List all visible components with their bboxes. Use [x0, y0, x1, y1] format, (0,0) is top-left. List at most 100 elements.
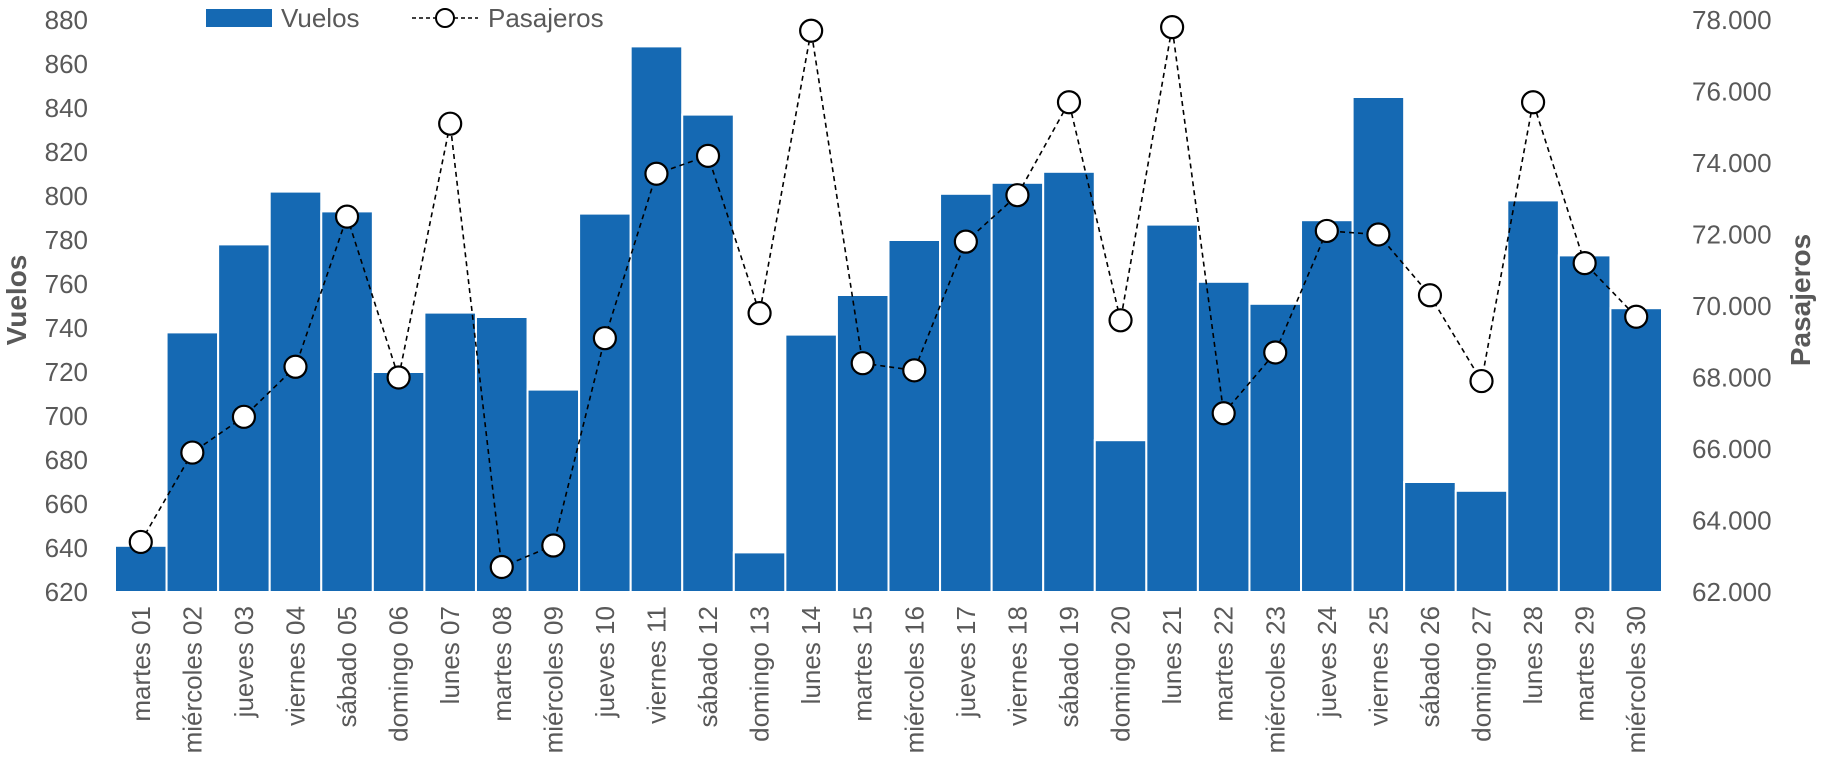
x-tick-label: miércoles 23 [1260, 606, 1290, 753]
x-tick-label: lunes 07 [435, 606, 465, 704]
bar-18 [990, 181, 1045, 594]
line-series [128, 15, 1649, 580]
y2-tick-label: 64.000 [1692, 506, 1772, 536]
bar-21 [1145, 223, 1199, 593]
point-16 [902, 358, 927, 383]
point-5 [334, 204, 360, 229]
y-tick-label: 760 [45, 269, 88, 299]
point-29 [1572, 251, 1597, 276]
bar-25 [1351, 96, 1406, 593]
x-tick-label: jueves 10 [590, 606, 620, 718]
x-tick-label: martes 08 [487, 606, 517, 722]
bar-20 [1093, 439, 1148, 594]
x-tick-label: viernes 11 [641, 606, 671, 724]
x-tick-label: miércoles 09 [538, 606, 568, 753]
x-tick-label: martes 29 [1570, 606, 1600, 722]
y2-tick-label: 78.000 [1692, 5, 1772, 35]
x-tick-label: martes 01 [126, 606, 156, 722]
legend-marker-pasajeros [435, 8, 455, 28]
bar-24 [1300, 219, 1354, 593]
x-tick-label: miércoles 02 [177, 606, 207, 753]
x-tick-label: miércoles 16 [899, 606, 929, 753]
y-tick-label: 820 [45, 137, 88, 167]
x-tick-label: lunes 21 [1157, 606, 1187, 704]
point-10 [592, 326, 617, 351]
bar-12 [681, 113, 735, 593]
bar-11 [629, 45, 684, 593]
point-17 [953, 229, 978, 254]
point-13 [747, 301, 772, 326]
x-axis: martes 01 miércoles 02 jueves 03 viernes 04… [126, 606, 1651, 753]
y2-tick-label: 72.000 [1692, 220, 1772, 250]
y2-tick-label: 68.000 [1692, 363, 1772, 393]
legend-label-vuelos: Vuelos [281, 3, 360, 33]
bar-6 [371, 371, 426, 593]
y-tick-label: 720 [45, 357, 88, 387]
point-20 [1108, 308, 1133, 333]
x-tick-label: sábado 12 [693, 606, 723, 727]
y-tick-label: 780 [45, 225, 88, 255]
point-3 [231, 404, 257, 429]
x-tick-label: domingo 20 [1106, 606, 1136, 742]
point-25 [1366, 222, 1391, 247]
x-tick-label: viernes 25 [1363, 606, 1393, 726]
point-12 [695, 143, 721, 168]
x-tick-label: miércoles 30 [1621, 606, 1651, 753]
x-tick-label: lunes 28 [1518, 606, 1548, 704]
point-27 [1469, 368, 1494, 394]
x-tick-label: viernes 18 [1002, 606, 1032, 726]
point-19 [1056, 90, 1082, 115]
point-6 [386, 365, 411, 390]
bar-19 [1042, 170, 1096, 594]
bar-series [114, 45, 1664, 594]
point-8 [489, 554, 514, 580]
x-tick-label: jueves 24 [1312, 606, 1342, 718]
bar-8 [474, 316, 529, 593]
y2-tick-label: 62.000 [1692, 577, 1772, 607]
point-28 [1520, 90, 1546, 115]
y-tick-label: 700 [45, 401, 88, 431]
x-tick-label: jueves 03 [229, 606, 259, 718]
y-tick-label: 680 [45, 445, 88, 475]
y2-tick-label: 74.000 [1692, 148, 1772, 178]
x-tick-label: sábado 19 [1054, 606, 1084, 727]
bar-22 [1196, 280, 1251, 593]
x-tick-label: domingo 06 [384, 606, 414, 742]
bar-28 [1506, 199, 1560, 593]
y-tick-label: 660 [45, 489, 88, 519]
legend-label-pasajeros: Pasajeros [488, 3, 604, 33]
y2-axis-title: Pasajeros [1785, 234, 1816, 366]
y2-tick-label: 76.000 [1692, 77, 1772, 107]
bar-4 [268, 190, 323, 593]
y-tick-label: 640 [45, 533, 88, 563]
x-tick-label: lunes 14 [796, 606, 826, 704]
y-tick-label: 840 [45, 93, 88, 123]
point-26 [1417, 283, 1443, 308]
x-tick-label: martes 22 [1209, 606, 1239, 722]
bar-29 [1557, 254, 1612, 593]
y-tick-label: 800 [45, 181, 88, 211]
y2-tick-label: 66.000 [1692, 434, 1772, 464]
point-9 [541, 533, 566, 558]
point-18 [1005, 183, 1030, 208]
x-tick-label: domingo 27 [1467, 606, 1497, 742]
y-tick-label: 740 [45, 313, 88, 343]
y-tick-label: 880 [45, 5, 88, 35]
point-11 [644, 161, 669, 186]
legend: Vuelos Pasajeros [206, 3, 604, 33]
y-tick-label: 620 [45, 577, 88, 607]
point-4 [283, 354, 308, 379]
point-24 [1314, 218, 1339, 244]
point-15 [850, 351, 875, 376]
bar-5 [320, 210, 374, 593]
point-23 [1263, 340, 1288, 365]
x-tick-label: jueves 17 [951, 606, 981, 718]
point-14 [799, 18, 824, 43]
x-tick-label: domingo 13 [745, 606, 775, 742]
bar-10 [578, 212, 632, 593]
bar-15 [835, 294, 890, 593]
point-22 [1211, 401, 1236, 426]
bar-9 [526, 388, 581, 593]
legend-swatch-vuelos [206, 9, 272, 27]
